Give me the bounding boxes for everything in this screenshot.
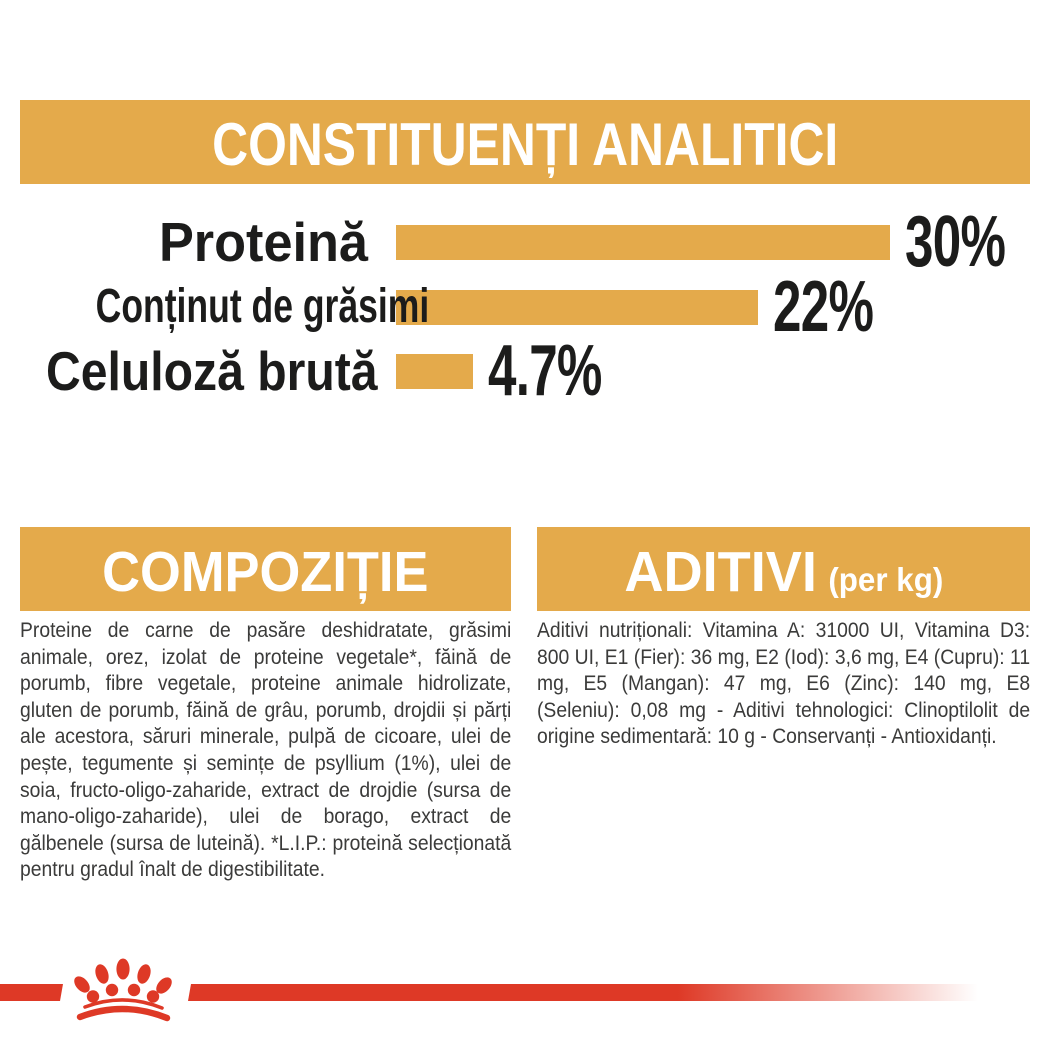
bar-category-label: Celuloză brută <box>46 339 378 402</box>
analytical-constituents-title: CONSTITUENȚI ANALITICI <box>211 111 839 178</box>
analytical-constituents-banner: CONSTITUENȚI ANALITICI <box>20 100 1030 184</box>
crown-dot <box>146 990 160 1003</box>
crown-finger-right <box>137 964 151 984</box>
chart-row-fat: Conținut de grăsimi 22% <box>0 267 1049 347</box>
bar-category-label: Proteină <box>158 210 368 273</box>
bar-category-label: Conținut de grăsimi <box>95 280 430 333</box>
composition-body: Proteine de carne de pasăre deshidratate… <box>20 619 512 882</box>
royal-canin-crown-logo <box>74 958 172 1022</box>
protein-value-label: 30% <box>905 202 1006 282</box>
crown-finger-outer-right <box>156 977 172 994</box>
crown-finger-outer-left <box>74 976 90 993</box>
fibre-bar <box>396 353 474 389</box>
crown-dot <box>86 990 100 1003</box>
additives-banner: ADITIVI (per kg) <box>537 527 1030 611</box>
fibre-value-label: 4.7% <box>488 331 603 411</box>
additives-title: ADITIVI <box>624 539 817 604</box>
crown-dot <box>127 983 141 997</box>
crown-finger-center <box>116 958 130 980</box>
crown-arc-thin <box>83 998 164 1010</box>
crown-arc-thick <box>76 1005 171 1022</box>
chart-row-fibre: Celuloză brută 4.7% <box>0 331 1049 411</box>
red-divider-band-right <box>188 984 978 1001</box>
crown-finger-left <box>95 964 109 984</box>
additives-body: Aditivi nutriționali: Vitamina A: 31000 … <box>537 619 1031 749</box>
protein-bar <box>396 224 890 260</box>
additives-title-group: ADITIVI (per kg) <box>624 538 943 601</box>
fat-bar <box>396 289 759 325</box>
chart-row-protein: Proteină 30% <box>0 202 1049 282</box>
crown-dot <box>105 983 119 997</box>
red-divider-band-left <box>0 984 63 1001</box>
fat-value-label: 22% <box>773 267 874 347</box>
composition-banner: COMPOZIȚIE <box>20 527 511 611</box>
additives-unit-note: (per kg) <box>827 560 943 598</box>
composition-title: COMPOZIȚIE <box>102 539 429 604</box>
